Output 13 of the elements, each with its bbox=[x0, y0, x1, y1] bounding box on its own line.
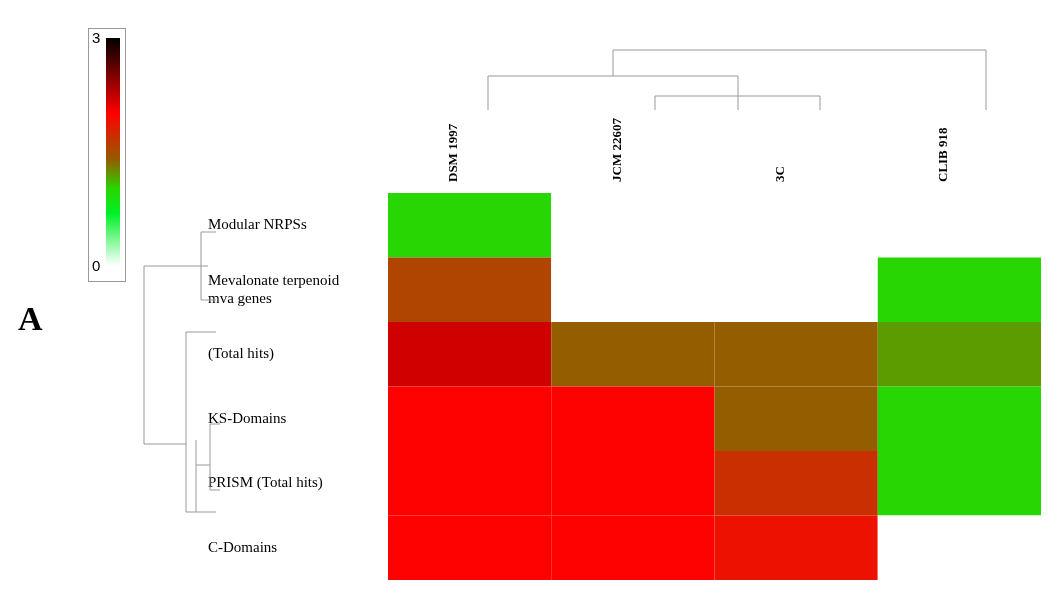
y-tick-label: Modular NRPSs bbox=[208, 216, 307, 233]
y-tick-label: Mevalonate terpenoid mva genes bbox=[208, 271, 340, 306]
x-tick-label: CLIB 918 bbox=[935, 126, 951, 182]
x-tick-label: DSM 1997 bbox=[445, 123, 461, 182]
y-tick-label: KS-Domains bbox=[208, 409, 287, 426]
color-bar-label: 3 bbox=[92, 29, 101, 47]
color-bar-label: 0 bbox=[92, 257, 101, 275]
y-tick-label: C-Domains bbox=[208, 538, 278, 555]
text: A bbox=[18, 300, 43, 338]
y-tick-label: PRISM (Total hits) bbox=[208, 474, 323, 492]
x-tick-label: JCM 22607 bbox=[608, 117, 624, 182]
x-tick-label: 3C bbox=[771, 166, 787, 182]
y-tick-label: (Total hits) bbox=[208, 345, 275, 363]
